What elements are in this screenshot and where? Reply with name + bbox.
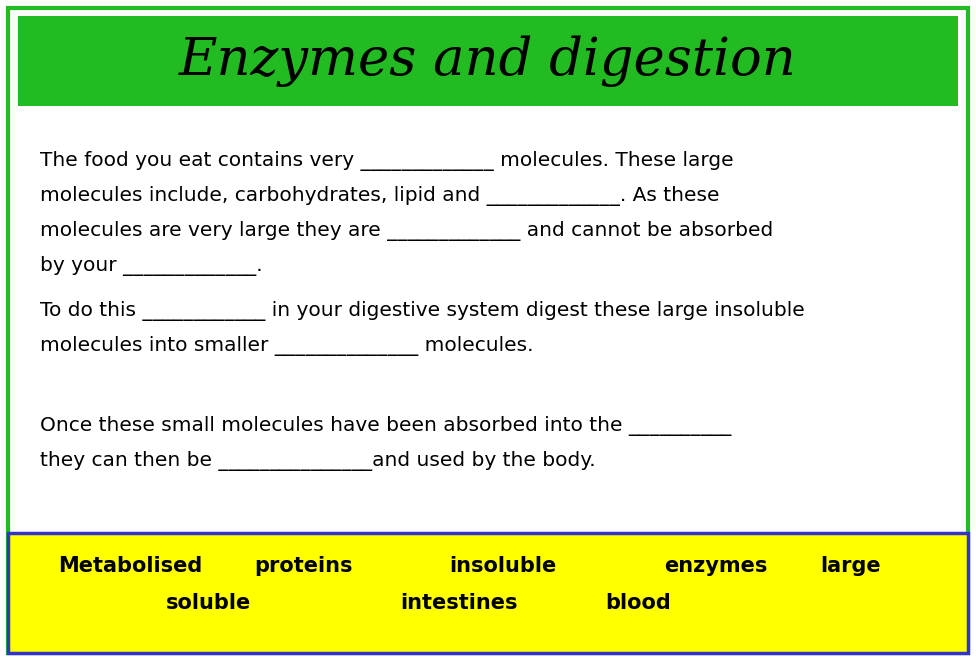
Text: molecules include, carbohydrates, lipid and _____________. As these: molecules include, carbohydrates, lipid … <box>40 186 719 206</box>
Text: molecules are very large they are _____________ and cannot be absorbed: molecules are very large they are ______… <box>40 221 773 241</box>
Text: they can then be _______________and used by the body.: they can then be _______________and used… <box>40 451 595 471</box>
Text: by your _____________.: by your _____________. <box>40 256 263 276</box>
Text: molecules into smaller ______________ molecules.: molecules into smaller ______________ mo… <box>40 336 534 356</box>
Text: enzymes: enzymes <box>664 556 767 576</box>
Text: Once these small molecules have been absorbed into the __________: Once these small molecules have been abs… <box>40 416 731 436</box>
Bar <box>18 16 958 106</box>
Text: The food you eat contains very _____________ molecules. These large: The food you eat contains very _________… <box>40 151 734 171</box>
Text: intestines: intestines <box>400 593 517 613</box>
Text: proteins: proteins <box>254 556 352 576</box>
Text: soluble: soluble <box>166 593 251 613</box>
Text: Enzymes and digestion: Enzymes and digestion <box>180 35 796 87</box>
Text: large: large <box>820 556 880 576</box>
Text: To do this ____________ in your digestive system digest these large insoluble: To do this ____________ in your digestiv… <box>40 301 805 321</box>
Text: blood: blood <box>605 593 671 613</box>
Text: insoluble: insoluble <box>449 556 556 576</box>
Bar <box>8 533 968 653</box>
Text: Metabolised: Metabolised <box>59 556 203 576</box>
